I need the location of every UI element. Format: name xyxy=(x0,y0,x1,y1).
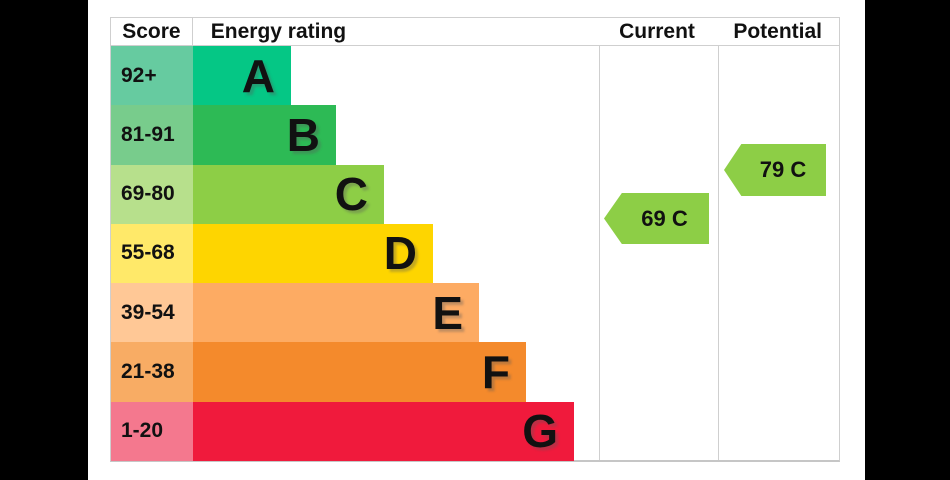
rating-table: Score Energy rating Current Potential 92… xyxy=(110,17,840,462)
rating-row-g: 1-20 G xyxy=(111,401,841,461)
rating-letter: B xyxy=(286,108,320,161)
rating-bar-c: C xyxy=(193,164,384,224)
score-range-label: 69-80 xyxy=(111,164,193,224)
rating-row-a: 92+ A xyxy=(111,46,841,106)
rating-row-c: 69-80 C xyxy=(111,164,841,224)
potential-rating-arrow: 79 C xyxy=(724,144,826,196)
rating-letter: G xyxy=(522,405,558,458)
rating-bar-f: F xyxy=(193,342,526,402)
score-range-label: 81-91 xyxy=(111,105,193,165)
rating-row-e: 39-54 E xyxy=(111,283,841,343)
potential-column-divider xyxy=(718,18,719,460)
score-range-label: 1-20 xyxy=(111,401,193,461)
rating-letter: C xyxy=(334,168,368,221)
rating-row-d: 55-68 D xyxy=(111,223,841,284)
rating-bar-g: G xyxy=(193,401,574,461)
potential-column-header: Potential xyxy=(733,19,823,43)
score-range-label: 55-68 xyxy=(111,223,193,284)
current-column-header: Current xyxy=(619,19,695,43)
chart-panel: Score Energy rating Current Potential 92… xyxy=(88,0,865,480)
rating-rows: 92+ A 81-91 B 69-80 C xyxy=(111,46,841,461)
rating-letter: F xyxy=(481,346,510,399)
rating-bar-b: B xyxy=(193,105,336,165)
rating-bar-a: A xyxy=(193,46,291,106)
rating-letter: A xyxy=(241,49,275,102)
rating-row-f: 21-38 F xyxy=(111,342,841,402)
rating-bar-d: D xyxy=(193,223,433,284)
score-range-label: 92+ xyxy=(111,46,193,106)
score-range-label: 21-38 xyxy=(111,342,193,402)
current-rating-arrow: 69 C xyxy=(604,193,709,244)
energy-rating-column-header: Energy rating xyxy=(210,19,347,43)
potential-rating-value: 79 C xyxy=(759,157,807,182)
rating-bar-e: E xyxy=(193,283,479,343)
current-rating-value: 69 C xyxy=(641,205,688,231)
current-column-divider xyxy=(599,18,600,460)
score-column-header: Score xyxy=(111,18,193,45)
rating-letter: D xyxy=(383,227,417,280)
rating-letter: E xyxy=(432,286,463,339)
rating-row-b: 81-91 B xyxy=(111,105,841,165)
table-header: Score Energy rating Current Potential xyxy=(111,18,839,46)
score-range-label: 39-54 xyxy=(111,283,193,343)
